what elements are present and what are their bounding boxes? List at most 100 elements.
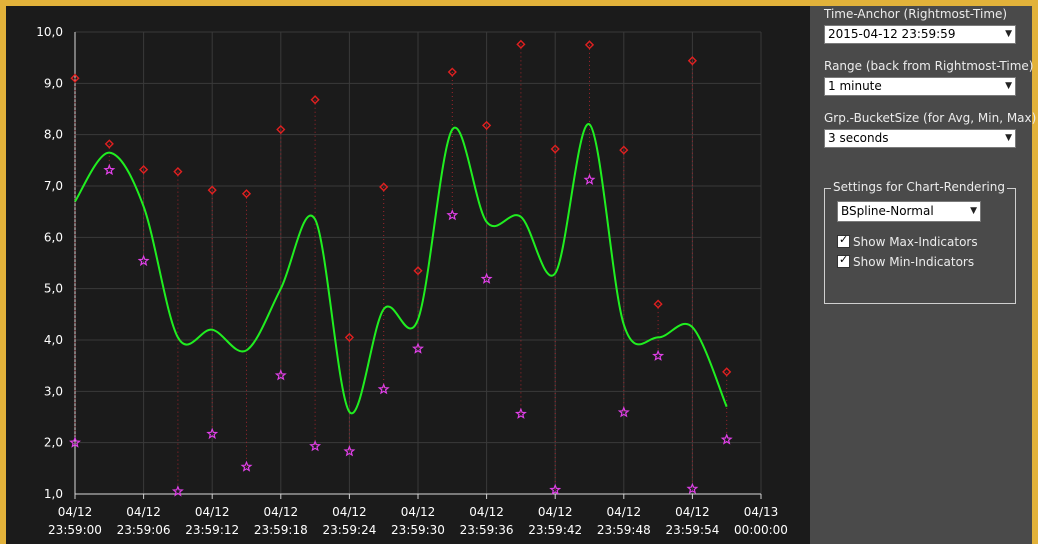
min-indicator-point [446,209,459,221]
y-tick-label: 7,0 [44,179,63,193]
x-tick-label-date: 04/12 [675,505,710,519]
min-indicator-point [377,383,390,395]
x-tick-label-time: 23:59:48 [597,523,651,537]
x-tick-label-time: 00:00:00 [734,523,788,537]
max-indicator-point [619,145,629,155]
max-indicator-point [482,120,492,131]
x-tick-label-date: 04/12 [469,505,504,519]
show-max-indicators-checkbox[interactable]: ✓ Show Max-Indicators [837,233,978,249]
min-indicator-point [309,440,322,452]
checkbox-box[interactable]: ✓ [837,253,850,268]
x-tick-label-time: 23:59:42 [528,523,582,537]
marker-layer [69,39,733,497]
max-indicator-point [687,56,697,66]
x-tick-label-date: 04/12 [195,505,230,519]
min-indicator-point [686,482,699,494]
y-tick-label: 2,0 [44,436,63,450]
settings-sidebar: Time-Anchor (Rightmost-Time) 2015-04-12 … [824,6,1036,544]
chart-rendering-settings-group: Settings for Chart-Rendering BSpline-Nor… [824,180,1016,304]
x-tick-label-date: 04/12 [264,505,299,519]
axis-layer: 1,0 2,0 3,0 4,0 5,0 6,0 7,0 8,0 9,0 10,0 04/12 23:5… [36,25,788,537]
min-indicator-point [171,485,184,497]
min-indicator-point [652,349,665,361]
time-anchor-value: 2015-04-12 23:59:59 [828,27,956,41]
max-indicator-point [550,144,560,154]
x-tick-label-time: 23:59:12 [185,523,239,537]
average-series-line [74,123,728,415]
x-tick-label-date: 04/12 [58,505,93,519]
line-layer [74,123,728,415]
x-tick-label-time: 23:59:06 [117,523,171,537]
max-indicator-point [344,332,354,343]
show-max-label: Show Max-Indicators [853,235,978,249]
checkbox-box[interactable]: ✓ [837,233,850,248]
min-indicator-point [480,272,493,284]
max-indicator-point [70,73,80,83]
max-indicator-point [722,367,732,377]
min-indicator-point [274,369,287,381]
settings-group-title: Settings for Chart-Rendering [831,180,1007,194]
chevron-down-icon: ▼ [1005,29,1012,39]
range-value: 1 minute [828,79,882,93]
min-indicator-point [206,427,219,440]
chevron-down-icon: ▼ [1005,133,1012,143]
rendering-mode-select[interactable]: BSpline-Normal ▼ [837,201,981,222]
x-tick-label-time: 23:59:24 [322,523,376,537]
chart-panel: 1,0 2,0 3,0 4,0 5,0 6,0 7,0 8,0 9,0 10,0 04/12 23:5… [6,6,810,544]
range-label: Range (back from Rightmost-Time) [824,59,1034,73]
time-anchor-select[interactable]: 2015-04-12 23:59:59 ▼ [824,25,1016,44]
max-indicator-point [584,40,595,50]
max-indicator-point [653,299,663,309]
min-indicator-point [617,406,630,418]
min-indicator-point [240,460,253,472]
checkmark-icon: ✓ [839,233,849,246]
x-tick-label-time: 23:59:36 [460,523,514,537]
x-tick-label-time: 23:59:18 [254,523,308,537]
min-indicator-point [549,483,562,495]
y-tick-label: 3,0 [44,384,63,398]
y-tick-label: 10,0 [36,25,63,39]
max-indicator-point [173,167,183,177]
min-indicator-point [69,436,81,448]
x-tick-label-date: 04/12 [607,505,642,519]
y-tick-label: 1,0 [44,487,63,501]
x-tick-label-date: 04/13 [744,505,779,519]
min-indicator-point [343,445,356,457]
bucket-size-value: 3 seconds [828,131,889,145]
max-indicator-point [207,185,217,195]
min-indicator-point [583,173,596,185]
bucket-size-select[interactable]: 3 seconds ▼ [824,129,1016,148]
x-tick-label-date: 04/12 [332,505,367,519]
x-tick-label-date: 04/12 [538,505,573,519]
min-indicator-point [720,433,733,445]
y-tick-label: 5,0 [44,282,63,296]
chevron-down-icon: ▼ [970,206,977,216]
y-tick-label: 6,0 [44,230,63,244]
x-tick-label-time: 23:59:54 [665,523,719,537]
grid-layer [75,31,762,494]
y-tick-label: 8,0 [44,128,63,142]
max-indicator-point [241,189,252,199]
checkmark-icon: ✓ [839,253,849,266]
y-tick-label: 4,0 [44,333,63,347]
show-min-label: Show Min-Indicators [853,255,975,269]
max-indicator-point [310,95,320,105]
max-indicator-point [276,124,286,135]
time-anchor-label: Time-Anchor (Rightmost-Time) [824,7,1008,21]
max-indicator-point [139,164,149,175]
min-indicator-point [137,254,150,267]
stem-layer [74,44,728,492]
min-indicator-point [103,163,116,176]
x-tick-label-time: 23:59:30 [391,523,445,537]
rendering-mode-value: BSpline-Normal [841,204,934,218]
x-tick-label-date: 04/12 [126,505,161,519]
max-indicator-point [516,39,526,49]
chart-area: 1,0 2,0 3,0 4,0 5,0 6,0 7,0 8,0 9,0 10,0 04/12 23:5… [36,25,788,537]
y-tick-label: 9,0 [44,76,63,90]
min-indicator-point [412,342,424,354]
min-indicator-point [514,407,527,419]
range-select[interactable]: 1 minute ▼ [824,77,1016,96]
chevron-down-icon: ▼ [1005,81,1012,91]
show-min-indicators-checkbox[interactable]: ✓ Show Min-Indicators [837,253,975,269]
max-indicator-point [413,266,423,276]
